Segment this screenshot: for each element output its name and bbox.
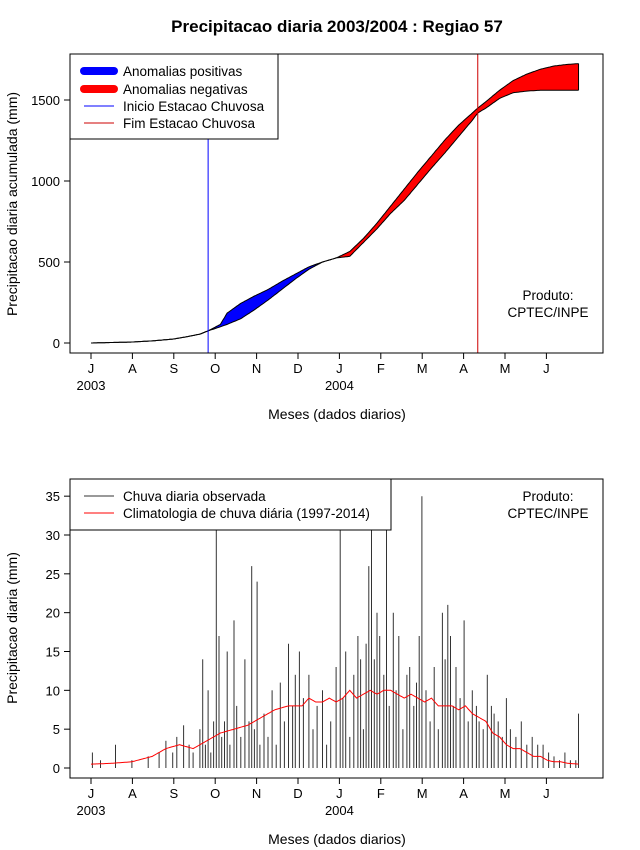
x-tick-label: N — [252, 361, 261, 376]
x-tick-label: J — [88, 786, 95, 801]
cumulative-panel: 0 500 1000 1500 J A S O N D J F M A M J 2003 2004 Precip… — [4, 53, 604, 422]
daily-y-axis-label: Precipitacao diaria (mm) — [4, 552, 20, 704]
daily-plot-area — [91, 488, 579, 768]
climatology-line — [91, 689, 579, 765]
daily-credit-line-2: CPTEC/INPE — [507, 506, 588, 521]
y-tick-label: 1000 — [31, 174, 60, 189]
x-tick-label: S — [169, 361, 178, 376]
daily-legend: Chuva diaria observada Climatologia de c… — [69, 478, 392, 531]
y-tick-label: 30 — [46, 528, 60, 543]
cumulative-credit-line-1: Produto: — [522, 288, 573, 303]
x-tick-label: J — [543, 786, 550, 801]
daily-panel: 0 5 10 15 20 25 30 35 J A S O N D J F M A M J 2003 2004 Prec… — [4, 478, 604, 847]
x-tick-label: A — [459, 361, 468, 376]
x-tick-label: S — [169, 786, 178, 801]
year-label: 2003 — [77, 378, 106, 393]
legend-label-negative: Anomalias negativas — [123, 82, 248, 97]
cumulative-x-axis: J A S O N D J F M A M J 2003 2004 — [77, 352, 550, 393]
y-tick-label: 15 — [46, 645, 60, 660]
legend-label-climatology: Climatologia de chuva diária (1997-2014) — [123, 506, 370, 521]
x-tick-label: J — [336, 361, 343, 376]
x-tick-label: N — [252, 786, 261, 801]
negative-anomaly-area — [336, 63, 579, 258]
x-tick-label: O — [210, 786, 220, 801]
daily-x-axis-label: Meses (dados diarios) — [268, 831, 406, 847]
x-tick-label: D — [293, 361, 302, 376]
daily-y-axis: 0 5 10 15 20 25 30 35 — [46, 489, 71, 776]
y-tick-label: 500 — [38, 255, 60, 270]
y-tick-label: 0 — [53, 336, 60, 351]
cumulative-credit-line-2: CPTEC/INPE — [507, 305, 588, 320]
legend-label-observed: Chuva diaria observada — [123, 489, 266, 504]
y-tick-label: 5 — [53, 722, 60, 737]
x-tick-label: A — [128, 786, 137, 801]
figure-title: Precipitacao diaria 2003/2004 : Regiao 5… — [171, 17, 503, 36]
x-tick-label: A — [459, 786, 468, 801]
cumulative-y-axis-label: Precipitacao diaria acumulada (mm) — [4, 92, 20, 316]
x-tick-label: A — [128, 361, 137, 376]
cumulative-legend: Anomalias positivas Anomalias negativas … — [69, 53, 279, 140]
x-tick-label: D — [293, 786, 302, 801]
x-tick-label: F — [377, 361, 385, 376]
x-tick-label: M — [500, 786, 511, 801]
year-label: 2004 — [325, 803, 354, 818]
daily-x-axis: J A S O N D J F M A M J 2003 2004 — [77, 777, 550, 818]
x-tick-label: M — [417, 361, 428, 376]
positive-anomaly-area — [208, 257, 337, 331]
cumulative-plot-area — [91, 54, 580, 353]
x-tick-label: J — [336, 786, 343, 801]
daily-legend-box — [69, 478, 392, 531]
cumulative-x-axis-label: Meses (dados diarios) — [268, 406, 406, 422]
y-tick-label: 20 — [46, 606, 60, 621]
y-tick-label: 1500 — [31, 93, 60, 108]
x-tick-label: M — [500, 361, 511, 376]
y-tick-label: 0 — [53, 761, 60, 776]
y-tick-label: 25 — [46, 567, 60, 582]
y-tick-label: 10 — [46, 683, 60, 698]
year-label: 2004 — [325, 378, 354, 393]
legend-label-start: Inicio Estacao Chuvosa — [123, 99, 265, 114]
year-label: 2003 — [77, 803, 106, 818]
cumulative-y-axis: 0 500 1000 1500 — [31, 93, 71, 351]
x-tick-label: F — [377, 786, 385, 801]
x-tick-label: J — [543, 361, 550, 376]
legend-label-end: Fim Estacao Chuvosa — [123, 116, 256, 131]
x-tick-label: O — [210, 361, 220, 376]
x-tick-label: J — [88, 361, 95, 376]
y-tick-label: 35 — [46, 489, 60, 504]
climatology-cumulative-line — [91, 63, 579, 344]
x-tick-label: M — [417, 786, 428, 801]
legend-label-positive: Anomalias positivas — [123, 64, 243, 79]
daily-credit-line-1: Produto: — [522, 489, 573, 504]
